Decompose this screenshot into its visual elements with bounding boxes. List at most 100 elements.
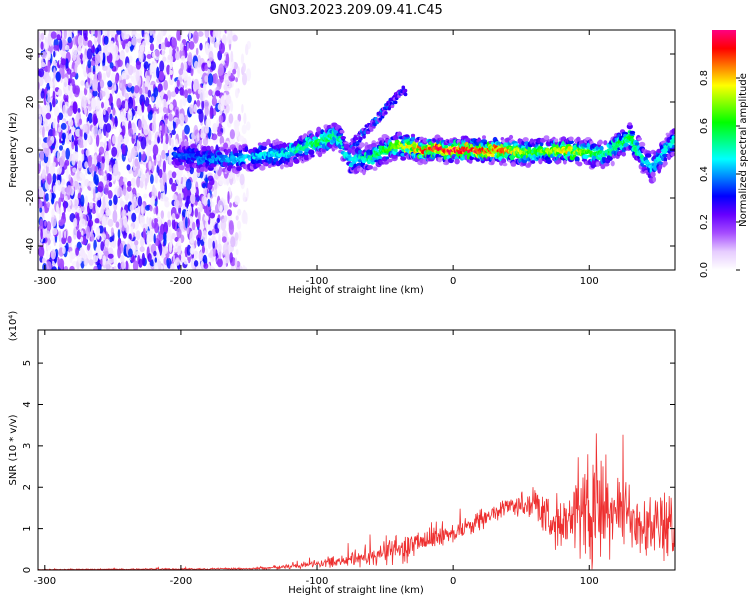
spectrogram-cell	[178, 164, 185, 171]
spectrogram-cell	[76, 54, 81, 65]
spectrogram-cell	[111, 146, 118, 157]
spectrogram-cell	[234, 257, 238, 269]
spectrogram-cell	[184, 89, 188, 99]
spectrogram-cell	[164, 37, 168, 48]
spectrogram-cell	[238, 230, 242, 242]
spectrogram-cell	[126, 150, 131, 159]
spectrogram-cell	[187, 52, 193, 63]
spectrogram-cell	[210, 249, 214, 256]
spectrogram-cell	[122, 177, 128, 183]
spectrogram-cell	[148, 160, 152, 171]
spectrogram-cell	[201, 195, 207, 205]
spectrogram-cell	[218, 167, 223, 173]
spectrogram-cell	[75, 247, 79, 256]
figure-title: GN03.2023.209.09.41.C45	[269, 3, 443, 18]
spectrogram-cell	[38, 245, 45, 258]
spectrogram-cell	[162, 172, 167, 182]
spectrogram-cell	[237, 66, 240, 79]
spectrogram-cell	[124, 92, 129, 100]
spectrogram-cell	[153, 87, 159, 98]
spectrogram-cell	[508, 134, 514, 140]
spectrogram-cell	[105, 209, 112, 217]
spectrogram-cell	[215, 90, 221, 97]
spectrogram-cell	[127, 64, 134, 76]
spectrogram-cell	[208, 89, 213, 96]
spectrogram-cell	[76, 111, 80, 124]
spectrogram-cell	[189, 230, 195, 244]
spectrogram-cell	[92, 64, 96, 72]
spectrogram-cell	[139, 180, 144, 189]
spectrogram-cell	[144, 80, 150, 88]
spectrogram-cell	[138, 168, 143, 178]
spectrogram-cell	[53, 106, 60, 117]
spectrogram-cell	[228, 80, 234, 88]
spectrogram-cell	[120, 109, 124, 120]
spectrogram-cell	[67, 36, 72, 44]
spectrogram-cell	[47, 60, 51, 73]
spectrogram-cell	[46, 173, 52, 185]
spectrogram-cell	[182, 174, 186, 187]
spectrogram-cell	[218, 175, 225, 186]
spectrogram-cell	[228, 222, 235, 235]
spectrogram-cell	[354, 136, 359, 141]
spectrogram-cell	[82, 123, 88, 133]
spectrogram-cell	[56, 34, 61, 41]
spectrogram-cell	[102, 65, 108, 71]
spectrogram-cell	[671, 128, 675, 135]
spectrogram-cell	[45, 193, 49, 202]
spectrogram-cell	[123, 215, 128, 228]
spectrogram-cell	[96, 154, 102, 162]
spectrogram-cell	[106, 163, 110, 174]
spectrogram-cell	[101, 233, 107, 241]
spectrogram-cell	[84, 178, 90, 187]
spectrogram-cell	[58, 219, 64, 226]
spectrogram-cell	[52, 173, 57, 184]
spectrogram-cell	[41, 169, 47, 179]
spectrogram-cell	[73, 44, 78, 57]
spectrogram-cell	[141, 204, 144, 215]
spectrogram-cell	[79, 118, 83, 125]
spectrogram-cell	[73, 140, 78, 147]
spectrogram-cell	[63, 30, 67, 40]
spectrogram-cell	[369, 128, 374, 132]
spectrogram-cell	[211, 201, 215, 208]
spectrogram-cell	[124, 100, 129, 112]
snr-x-tick-label: -200	[170, 576, 193, 587]
spectrogram-cell	[138, 50, 144, 63]
spectrogram-cell	[101, 170, 104, 176]
spectrogram-cell	[175, 118, 181, 125]
spectrogram-cell	[437, 157, 442, 163]
spectrogram-cell	[80, 80, 85, 86]
spectrogram-cell	[171, 213, 176, 221]
spectrogram-cell	[127, 180, 132, 187]
spectrogram-cell	[165, 117, 168, 125]
spectrogram-cell	[96, 111, 100, 119]
spectrogram-cell	[119, 52, 126, 61]
spectrogram-cell	[230, 50, 234, 63]
spectrogram-cell	[367, 165, 374, 170]
snr-y-tick-label: 3	[22, 443, 33, 449]
spectrogram-cell	[48, 148, 51, 157]
spectrogram-cell	[236, 166, 242, 171]
spectrogram-cell	[44, 36, 47, 43]
spectrogram-cell	[104, 137, 107, 150]
spectrogram-cell	[67, 235, 72, 244]
snr-x-tick-label: 100	[580, 576, 599, 587]
spec-y-tick-label: -20	[25, 190, 36, 206]
spectrogram-cell	[94, 53, 101, 65]
spectrogram-cell	[187, 88, 192, 94]
spectrogram-cell	[162, 246, 169, 255]
spectrogram-cell	[155, 98, 160, 110]
spectrogram-cell	[68, 118, 74, 127]
spectrogram-cell	[627, 122, 633, 126]
spectrogram-cell	[158, 71, 165, 81]
spectrogram-cell	[178, 237, 182, 247]
spectrogram-cell	[52, 118, 57, 131]
spectrogram-cell	[112, 107, 116, 116]
spectrogram-cell	[203, 263, 209, 269]
spectrogram-cell	[310, 154, 315, 158]
spectrogram-cell	[204, 75, 209, 83]
spectrogram-cell	[146, 216, 149, 226]
spectrogram-cell	[234, 232, 239, 241]
